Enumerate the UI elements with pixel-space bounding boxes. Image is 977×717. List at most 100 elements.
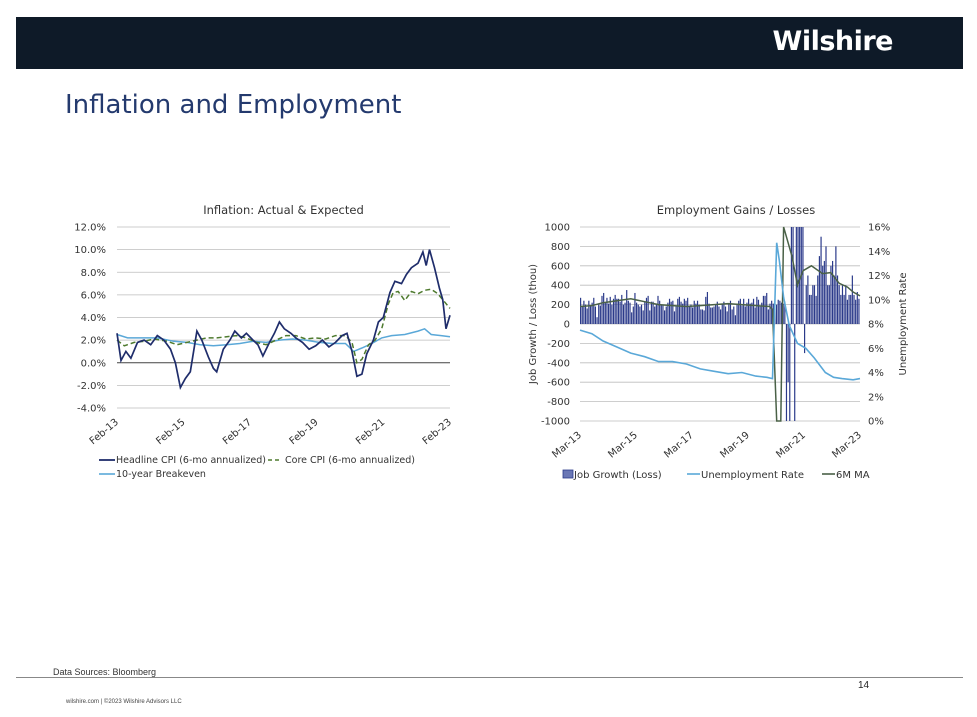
job-growth-bar (823, 260, 825, 324)
job-growth-bar (764, 295, 766, 324)
job-growth-bar (708, 303, 710, 324)
job-growth-bar (815, 295, 817, 324)
job-growth-bar (609, 296, 611, 324)
job-growth-bar (616, 298, 618, 324)
job-growth-bar (757, 299, 760, 324)
job-growth-bar (723, 301, 725, 324)
job-growth-bar (637, 304, 639, 324)
job-growth-bar (843, 294, 845, 324)
job-growth-bar (743, 298, 745, 324)
y-tick-label: 600 (551, 261, 570, 272)
job-growth-bar (855, 299, 857, 324)
job-growth-bar (728, 303, 730, 324)
job-growth-bar (715, 304, 717, 324)
x-tick-label: Mar-13 (550, 430, 584, 461)
y2-tick-label: 14% (868, 247, 890, 258)
job-growth-bar (591, 302, 593, 324)
job-growth-bar (706, 291, 709, 324)
job-growth-bar (660, 304, 662, 324)
job-growth-bar (822, 265, 824, 324)
job-growth-bar (685, 300, 687, 324)
job-growth-bar (583, 300, 585, 324)
job-growth-bar (688, 305, 690, 324)
job-growth-bar (629, 302, 631, 324)
job-growth-bar (733, 306, 735, 324)
job-growth-bar (710, 307, 712, 324)
job-growth-bar (713, 306, 715, 324)
legend-label-breakeven: 10-year Breakeven (116, 469, 206, 480)
job-growth-bar (639, 306, 641, 324)
job-growth-bar (701, 309, 704, 324)
job-growth-bar (759, 306, 761, 324)
x-tick-label: Feb-15 (154, 417, 187, 447)
job-growth-bar (808, 294, 811, 324)
job-growth-bar (780, 302, 783, 324)
job-growth-bar (680, 301, 682, 324)
job-growth-bar (601, 295, 603, 324)
x-tick-label: Mar-17 (662, 430, 696, 461)
job-growth-bar (767, 309, 769, 324)
employment-chart: Employment Gains / Losses 1000 800 600 400 20… (528, 203, 909, 481)
job-growth-bar (846, 299, 849, 324)
job-growth-bar (749, 303, 751, 324)
job-growth-bar (693, 300, 695, 324)
job-growth-bar (741, 305, 743, 324)
unemployment-line (579, 242, 861, 381)
job-growth-bar (698, 304, 700, 324)
job-growth-bar (581, 305, 583, 324)
x-tick-label: Feb-17 (221, 417, 254, 447)
y-tick-label: 0.0% (81, 358, 106, 369)
job-growth-bar (627, 300, 629, 324)
job-growth-bar (696, 300, 699, 324)
job-growth-bar (672, 300, 674, 324)
y2-tick-label: 6% (868, 344, 884, 355)
job-growth-bar (594, 306, 597, 324)
job-growth-bar (593, 297, 595, 324)
job-growth-bar (833, 275, 835, 324)
job-growth-bar (830, 265, 832, 324)
job-growth-bar (682, 303, 684, 324)
job-growth-bar (802, 227, 804, 324)
job-growth-bar (827, 285, 829, 324)
y-tick-label: -4.0% (77, 404, 106, 415)
job-growth-bar (797, 227, 799, 324)
y-tick-label: 6.0% (81, 290, 106, 301)
job-growth-bar (836, 275, 839, 324)
job-growth-bar (670, 301, 672, 324)
job-growth-bar (598, 304, 600, 324)
job-growth-bar (818, 256, 821, 324)
legend-label-core: Core CPI (6-mo annualized) (285, 455, 415, 466)
job-growth-bar (692, 307, 694, 324)
job-growth-bar (690, 304, 692, 324)
job-growth-bar (853, 294, 855, 324)
y-tick-label: -600 (547, 378, 570, 389)
job-growth-bar (655, 303, 657, 324)
job-growth-bar (644, 301, 646, 324)
job-growth-bar (779, 300, 781, 324)
x-tick-label: Mar-15 (606, 430, 640, 461)
job-growth-bar (668, 298, 671, 324)
chart-title: Inflation: Actual & Expected (203, 203, 364, 217)
job-growth-bar (650, 301, 653, 324)
job-growth-bar (721, 303, 723, 324)
x-tick-label: Feb-19 (288, 417, 321, 447)
job-growth-bar (645, 297, 648, 324)
job-growth-bar (619, 301, 621, 324)
page-number: 14 (858, 680, 870, 691)
job-growth-bar (792, 227, 794, 324)
y-tick-label: 2.0% (81, 336, 106, 347)
y2-tick-label: 10% (868, 295, 890, 306)
job-growth-bar (662, 304, 664, 324)
y2-tick-label: 16% (868, 223, 890, 234)
job-growth-bar (787, 324, 789, 383)
x-tick-label: Feb-23 (421, 417, 454, 447)
y-tick-label: -200 (547, 339, 570, 350)
job-growth-bar (848, 294, 850, 324)
job-growth-bar (584, 304, 587, 324)
job-growth-bar (622, 304, 625, 324)
job-growth-bar (754, 307, 756, 324)
job-growth-bar (683, 298, 685, 324)
job-growth-bar (804, 324, 806, 354)
series-line-2 (116, 327, 451, 353)
job-growth-bar (654, 306, 656, 324)
